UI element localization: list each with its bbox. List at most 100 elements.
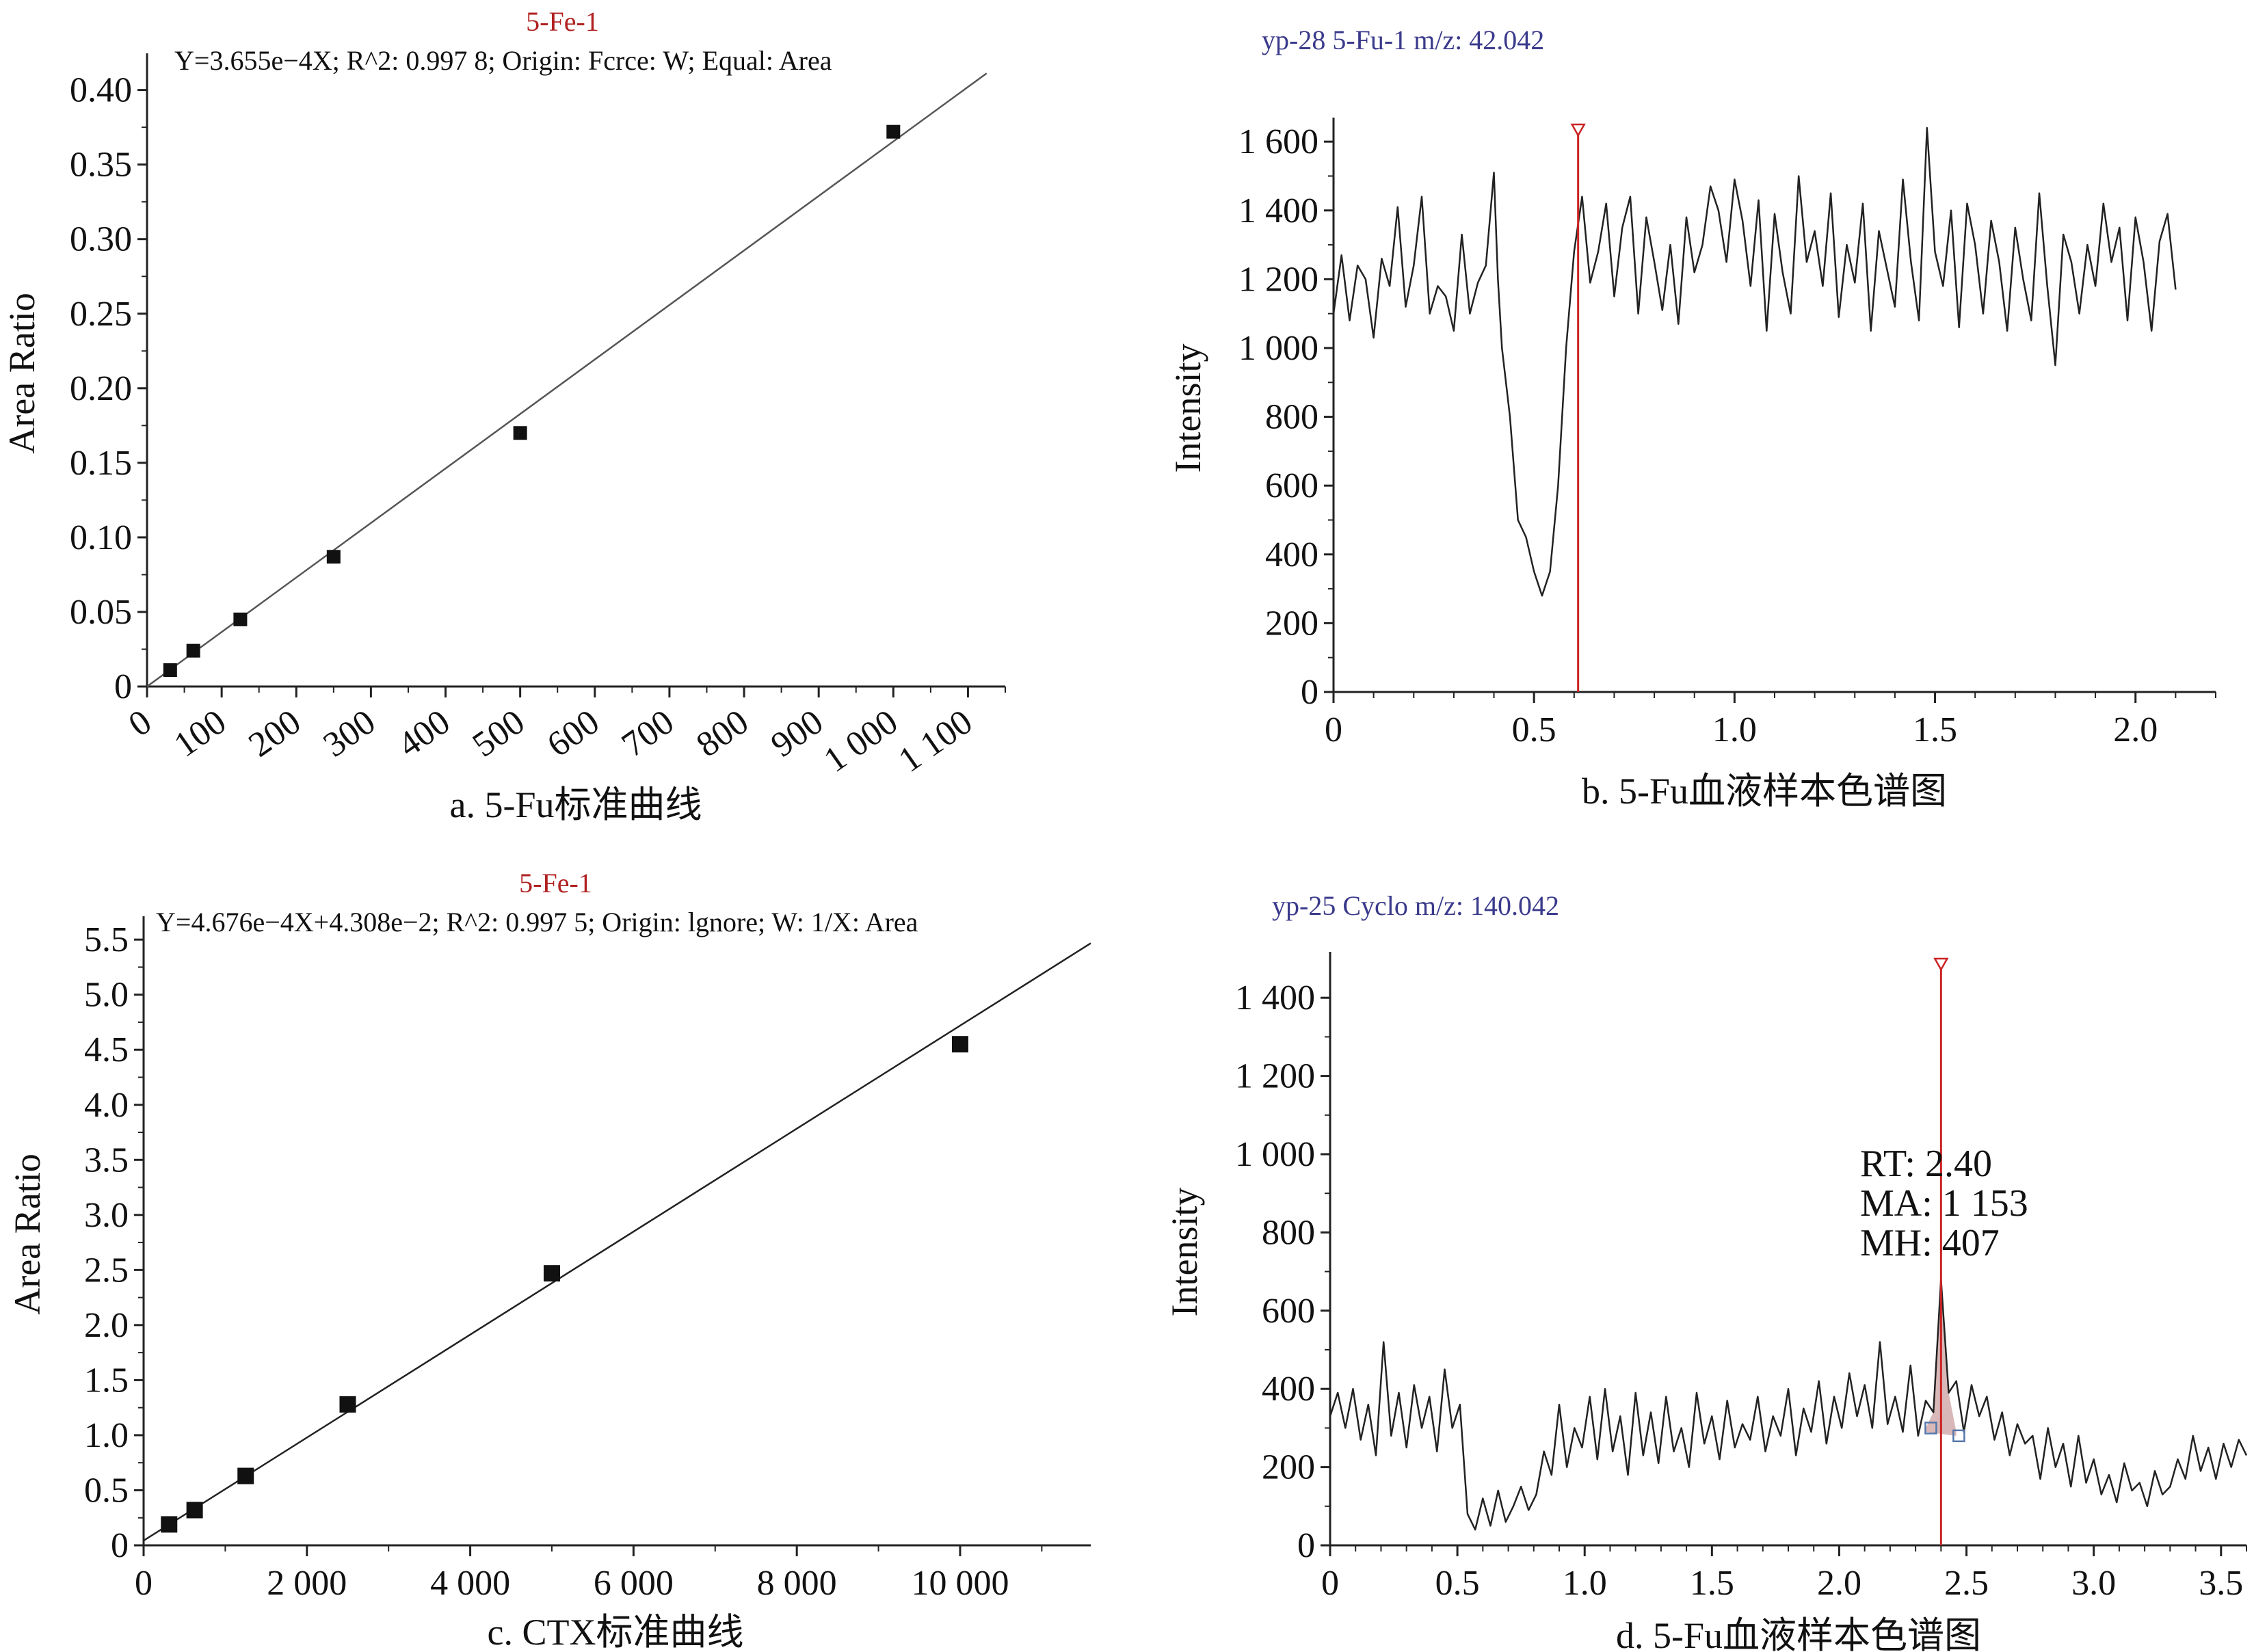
y-tick-label: 1.0 (84, 1416, 129, 1455)
equation-label: Y=3.655e−4X; R^2: 0.997 8; Origin: Fcrce… (174, 45, 832, 76)
y-tick-label: 3.0 (84, 1196, 129, 1235)
y-tick-label: 3.5 (84, 1141, 129, 1180)
panel-b-chromatogram: yp-28 5-Fu-1 m/z: 42.042 0 200 400 600 800 1 0… (1167, 25, 2216, 812)
x-tick-label: 0 (1325, 710, 1342, 749)
panel-d-chromatogram: yp-25 Cyclo m/z: 140.042 0 200 400 600 800 1 0… (1164, 890, 2248, 1652)
panel-c-calibration-curve: 5-Fe-1 Y=4.676e−4X+4.308e−2; R^2: 0.997 5… (7, 868, 1091, 1652)
y-tick-label: 1 600 (1238, 122, 1318, 161)
x-tick-label: 900 (764, 702, 830, 764)
x-tick-label: 800 (689, 702, 756, 764)
y-tick-label: 1 000 (1238, 329, 1318, 368)
data-point-3 (326, 550, 341, 564)
y-axis-title: Area Ratio (7, 1154, 48, 1314)
y-tick-label: 2.0 (84, 1306, 129, 1345)
x-tick-label: 300 (317, 702, 383, 764)
x-tick-label: 1.5 (1913, 710, 1957, 749)
x-tick-label: 1.0 (1563, 1564, 1607, 1603)
x-tick-label: 700 (615, 702, 681, 764)
y-tick-label: 4.0 (84, 1086, 129, 1125)
peak-annotation-line: MA: 1 153 (1860, 1182, 2028, 1225)
panel-caption: d. 5-Fu血液样本色谱图 (1616, 1615, 1981, 1652)
y-tick-label: 0.40 (70, 71, 132, 110)
data-point-2 (233, 612, 248, 626)
y-tick-label: 1 000 (1235, 1135, 1315, 1174)
retention-marker-triangle (1933, 957, 1949, 972)
y-tick-label: 5.0 (84, 976, 129, 1015)
y-tick-label: 5.5 (84, 920, 129, 959)
x-tick-label: 6 000 (594, 1564, 674, 1603)
x-tick-label: 8 000 (757, 1564, 837, 1603)
y-tick-label: 400 (1265, 535, 1318, 574)
baseline-start-box (1924, 1422, 1937, 1435)
panel-caption: b. 5-Fu血液样本色谱图 (1582, 771, 1947, 812)
x-tick-label: 3.5 (2199, 1564, 2243, 1603)
y-tick-label: 400 (1262, 1370, 1315, 1409)
y-tick-label: 0.05 (70, 593, 132, 632)
peak-annotation-line: MH: 407 (1860, 1222, 2000, 1264)
data-point-4 (543, 1265, 560, 1282)
data-point-1 (186, 643, 200, 658)
x-tick-label: 1 000 (817, 702, 905, 780)
y-tick-label: 0 (1297, 1526, 1315, 1565)
baseline-end-box (1952, 1429, 1965, 1443)
y-tick-label: 0.35 (70, 146, 132, 185)
chart-header: yp-25 Cyclo m/z: 140.042 (1272, 890, 1559, 921)
retention-marker-triangle (1570, 123, 1586, 137)
y-tick-label: 0.25 (70, 295, 132, 334)
panel-a-calibration-curve: 5-Fe-1 Y=3.655e−4X; R^2: 0.997 8; Origin:… (1, 6, 1006, 825)
y-tick-label: 1 400 (1238, 191, 1318, 230)
x-tick-label: 3.0 (2071, 1564, 2116, 1603)
fit-line (146, 72, 987, 688)
y-tick-label: 0.30 (70, 220, 132, 259)
y-tick-label: 200 (1265, 604, 1318, 643)
y-tick-label: 0.15 (70, 444, 132, 483)
chromatogram-trace (1332, 126, 2177, 597)
x-tick-label: 4 000 (430, 1564, 510, 1603)
y-tick-label: 200 (1262, 1448, 1315, 1487)
data-point-2 (237, 1467, 254, 1484)
data-point-5 (951, 1036, 968, 1053)
fit-line (143, 942, 1091, 1542)
data-point-3 (339, 1396, 356, 1413)
chart-header: 5-Fe-1 (526, 6, 599, 37)
y-axis-title: Area Ratio (1, 293, 42, 453)
y-tick-label: 4.5 (84, 1030, 129, 1069)
chromatogram-trace (1329, 1278, 2248, 1531)
y-tick-label: 0 (114, 667, 132, 706)
x-tick-label: 10 000 (911, 1564, 1009, 1603)
x-tick-label: 2 000 (267, 1564, 347, 1603)
y-tick-label: 1 200 (1235, 1057, 1315, 1096)
y-tick-label: 1 200 (1238, 260, 1318, 299)
y-tick-label: 2.5 (84, 1251, 129, 1290)
data-point-0 (163, 663, 177, 678)
x-tick-label: 2.5 (1944, 1564, 1989, 1603)
x-tick-label: 2.0 (2113, 710, 2158, 749)
y-tick-label: 0.5 (84, 1471, 129, 1510)
x-tick-label: 200 (242, 702, 308, 764)
x-tick-label: 1.5 (1690, 1564, 1734, 1603)
data-point-1 (186, 1502, 203, 1519)
x-tick-label: 100 (167, 702, 233, 764)
y-tick-label: 1 400 (1235, 978, 1315, 1017)
x-tick-label: 0 (1321, 1564, 1339, 1603)
x-tick-label: 0.5 (1512, 710, 1556, 749)
y-tick-label: 0.20 (70, 369, 132, 408)
panel-caption: a. 5-Fu标准曲线 (450, 784, 702, 825)
panel-caption: c. CTX标准曲线 (488, 1612, 744, 1652)
x-tick-label: 0 (135, 1564, 153, 1603)
equation-label: Y=4.676e−4X+4.308e−2; R^2: 0.997 5; Orig… (156, 907, 918, 937)
chart-header: 5-Fe-1 (519, 868, 592, 898)
x-tick-label: 0 (122, 702, 159, 745)
y-tick-label: 800 (1265, 398, 1318, 437)
x-tick-label: 2.0 (1817, 1564, 1861, 1603)
x-tick-label: 400 (391, 702, 458, 764)
y-axis-title: Intensity (1167, 344, 1208, 473)
y-tick-label: 800 (1262, 1213, 1315, 1252)
y-tick-label: 0 (1301, 673, 1318, 712)
y-tick-label: 600 (1262, 1292, 1315, 1331)
chart-header: yp-28 5-Fu-1 m/z: 42.042 (1262, 25, 1544, 55)
y-tick-label: 0.10 (70, 518, 132, 557)
x-tick-label: 1 100 (892, 702, 980, 780)
x-tick-label: 1.0 (1712, 710, 1757, 749)
